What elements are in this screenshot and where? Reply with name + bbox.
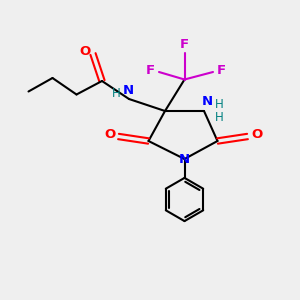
Text: N: N — [123, 84, 134, 97]
Text: F: F — [180, 38, 189, 52]
Text: H: H — [112, 87, 121, 100]
Text: F: F — [146, 64, 155, 77]
Text: F: F — [217, 64, 226, 77]
Text: O: O — [104, 128, 115, 142]
Text: O: O — [251, 128, 262, 142]
Text: N: N — [202, 95, 213, 108]
Text: H: H — [215, 98, 224, 111]
Text: H: H — [215, 111, 224, 124]
Text: N: N — [179, 153, 190, 166]
Text: O: O — [79, 44, 90, 58]
